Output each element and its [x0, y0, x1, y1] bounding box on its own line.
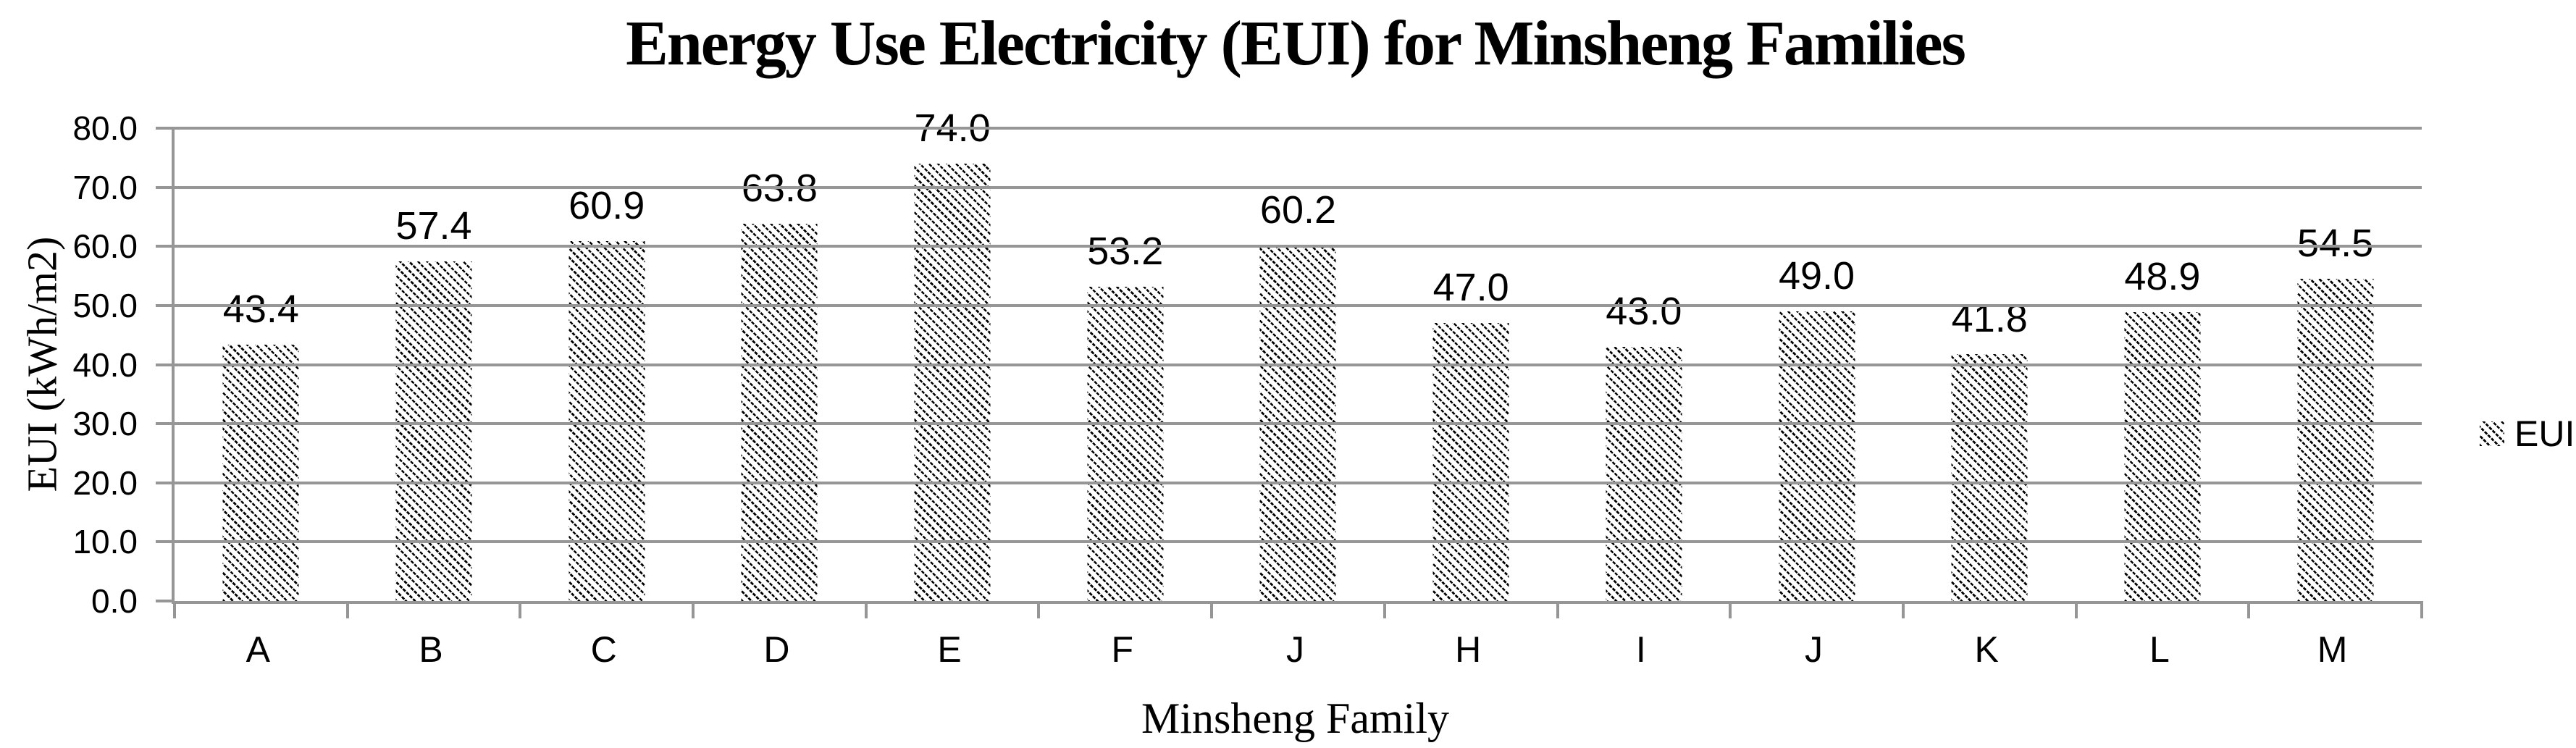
value-label: 49.0 [1778, 254, 1855, 298]
bar [395, 261, 472, 601]
bar-slot: 49.0 [1730, 128, 1903, 601]
gridline [175, 303, 2422, 307]
x-axis-tick [1901, 601, 1905, 618]
bar [2297, 279, 2374, 601]
x-axis-title: Minsheng Family [1141, 694, 1449, 742]
category-label: B [419, 629, 443, 670]
bar [914, 163, 991, 601]
bar [1951, 353, 2028, 601]
value-label: 43.0 [1606, 290, 1682, 334]
legend-label: EUI [2514, 413, 2575, 454]
value-label: 54.5 [2297, 222, 2374, 266]
bar [1087, 286, 1164, 601]
value-label: 47.0 [1432, 266, 1509, 310]
x-axis-tick [1729, 601, 1732, 618]
category-label: D [763, 629, 790, 670]
x-axis-tick [1383, 601, 1386, 618]
y-axis-tick [156, 245, 175, 248]
value-label: 53.2 [1087, 229, 1164, 273]
y-axis-tick [156, 185, 175, 189]
category-label: M [2317, 629, 2348, 670]
y-axis-tick [156, 600, 175, 602]
y-tick-label: 10.0 [72, 523, 138, 561]
category-label: K [1974, 629, 1999, 670]
category-label: E [937, 629, 962, 670]
bar-slot: 48.9 [2076, 128, 2249, 601]
legend: EUI [2480, 413, 2575, 455]
value-label: 41.8 [1951, 296, 2028, 340]
category-label: J [1285, 629, 1304, 670]
gridline [175, 185, 2422, 189]
value-label: 43.4 [222, 287, 299, 331]
category-label: A [246, 629, 271, 670]
gridline [175, 127, 2422, 130]
y-axis-tick [156, 363, 175, 366]
chart-title: Energy Use Electricity (EUI) for Minshen… [626, 9, 1966, 79]
y-axis-labels: 80.0 70.0 60.0 50.0 40.0 30.0 20.0 10.0 0.0 [0, 109, 138, 620]
bar [222, 344, 299, 601]
y-tick-label: 60.0 [72, 227, 138, 266]
bar-slot: 43.0 [1558, 128, 1731, 601]
category-label: J [1805, 629, 1824, 670]
value-label: 57.4 [395, 204, 472, 248]
gridline [175, 245, 2422, 248]
bar [1432, 323, 1509, 601]
x-axis-tick [1210, 601, 1214, 618]
x-axis-tick [1556, 601, 1559, 618]
value-label: 60.2 [1259, 188, 1337, 232]
category-label: I [1635, 629, 1646, 670]
y-tick-label: 50.0 [72, 286, 138, 324]
x-axis-tick [1037, 601, 1041, 618]
category-label: F [1111, 629, 1134, 670]
gridline [175, 363, 2422, 366]
bar-slot: 63.8 [693, 128, 866, 601]
y-tick-label: 20.0 [72, 463, 138, 502]
legend-hatch-marker-icon [2480, 421, 2504, 446]
bar [741, 224, 818, 601]
y-axis-tick [156, 481, 175, 484]
y-tick-label: 40.0 [72, 345, 138, 384]
x-axis-tick [345, 601, 349, 618]
bar-slot: 41.8 [1903, 128, 2076, 601]
x-axis-tick [692, 601, 695, 618]
gridline [175, 481, 2422, 484]
x-axis-tick [864, 601, 868, 618]
bar-slot: 47.0 [1385, 128, 1558, 601]
y-tick-label: 70.0 [72, 168, 138, 206]
y-axis-tick [156, 540, 175, 544]
bar-slot: 57.4 [348, 128, 521, 601]
x-axis-tick [519, 601, 522, 618]
category-label: H [1455, 629, 1482, 670]
y-axis-tick [156, 127, 175, 130]
plot-area: 43.4 57.4 60.9 63.8 74.0 53.2 60.2 47.0 43.0 49.0… [156, 106, 2423, 618]
value-label: 48.9 [2124, 254, 2201, 298]
y-axis-tick [156, 303, 175, 307]
category-label: L [2149, 629, 2170, 670]
x-axis-tick [2247, 601, 2251, 618]
gridline [175, 422, 2422, 426]
bars-row: 43.4 57.4 60.9 63.8 74.0 53.2 60.2 47.0 43.0 49.0… [175, 106, 2422, 601]
y-axis-tick [156, 422, 175, 426]
bar-slot: 53.2 [1039, 128, 1212, 601]
bar [2124, 311, 2201, 601]
bar-slot: 54.5 [2249, 128, 2422, 601]
x-axis-tick [2074, 601, 2078, 618]
bar [1779, 311, 1855, 601]
y-tick-label: 80.0 [72, 109, 138, 147]
x-axis-tick [2420, 601, 2423, 618]
category-label: C [590, 629, 617, 670]
value-label: 60.9 [569, 183, 645, 227]
bar [569, 240, 645, 601]
x-axis-tick [173, 601, 176, 618]
bar-slot: 43.4 [175, 128, 348, 601]
y-tick-label: 30.0 [72, 405, 138, 443]
y-tick-label: 0.0 [91, 582, 138, 620]
bar [1606, 347, 1682, 601]
gridline [175, 540, 2422, 544]
